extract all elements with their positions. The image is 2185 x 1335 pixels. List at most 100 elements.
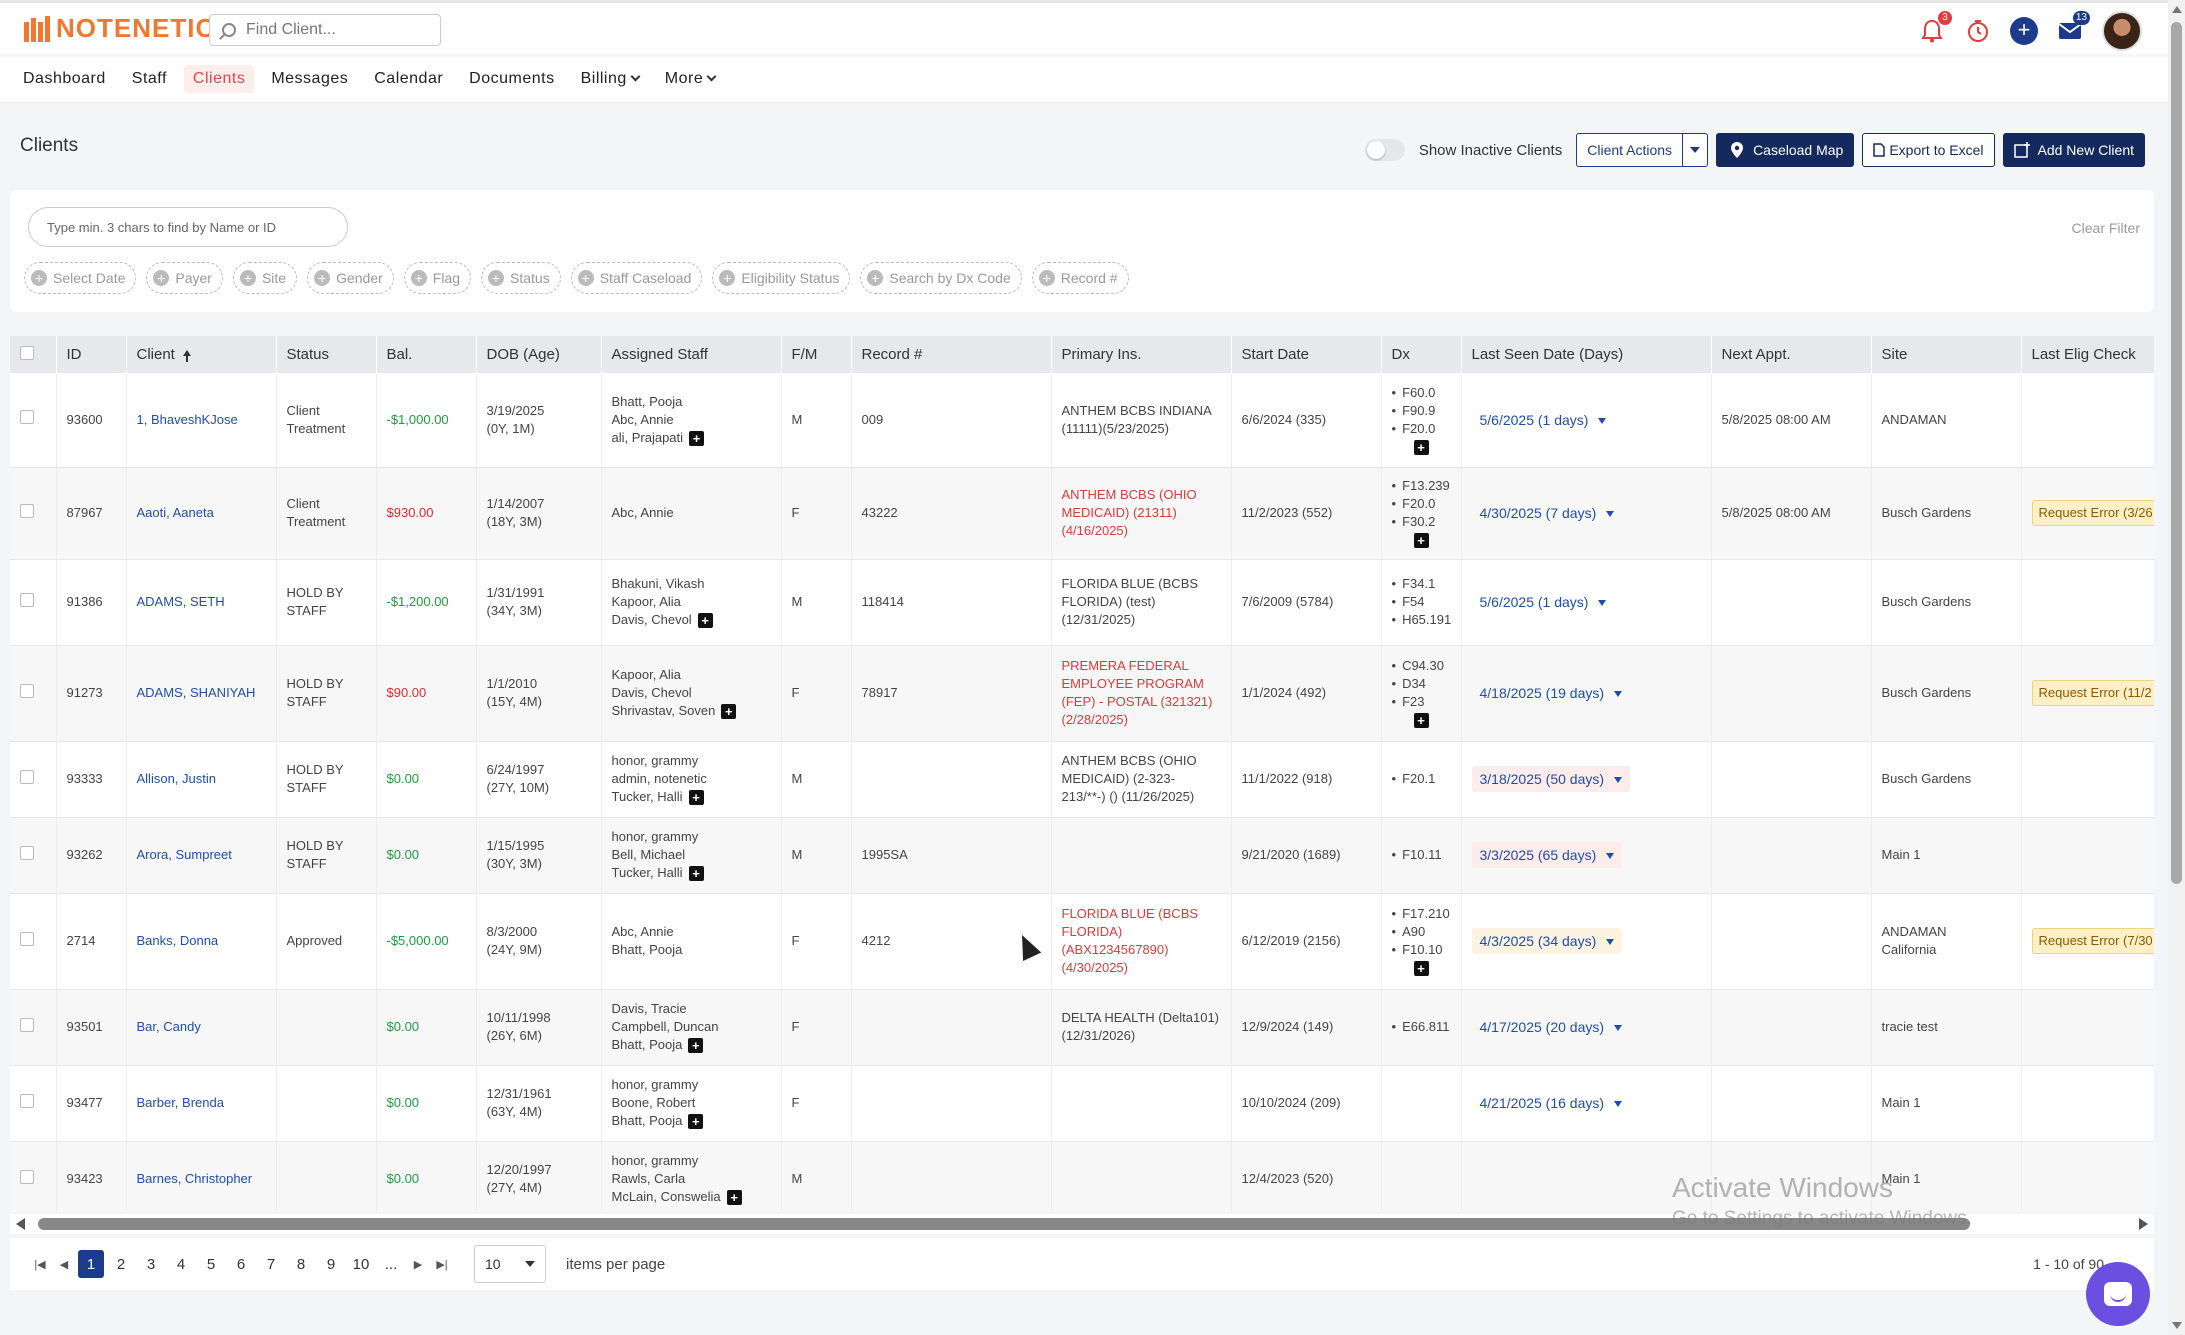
last-seen-dropdown[interactable]: 4/3/2025 (34 days) <box>1471 928 1623 954</box>
table-row[interactable]: 91386 ADAMS, SETH HOLD BY STAFF -$1,200.00 1/… <box>10 559 2154 646</box>
show-inactive-toggle[interactable] <box>1364 139 1405 161</box>
more-dx-icon[interactable]: + <box>1413 533 1429 549</box>
vertical-scroll-thumb[interactable] <box>2171 22 2182 884</box>
bell-icon[interactable]: 3 <box>1918 11 1952 45</box>
client-name-link[interactable]: Arora, Sumpreet <box>136 847 232 862</box>
scroll-right-icon[interactable] <box>2139 1218 2148 1230</box>
table-row[interactable]: 91273 ADAMS, SHANIYAH HOLD BY STAFF $90.00 1/… <box>10 645 2154 742</box>
filter-chip-status[interactable]: + Status <box>481 262 561 294</box>
page-1[interactable]: 1 <box>78 1250 104 1278</box>
col-gender[interactable]: F/M <box>781 336 852 373</box>
more-dx-icon[interactable]: + <box>1413 961 1429 977</box>
mail-icon[interactable]: 13 <box>2056 11 2090 45</box>
row-checkbox[interactable] <box>20 1093 34 1108</box>
row-select-cell[interactable] <box>10 467 57 560</box>
filter-chip-record[interactable]: + Record # <box>1031 262 1129 294</box>
col-record[interactable]: Record # <box>851 336 1052 373</box>
nav-billing[interactable]: Billing <box>572 65 648 93</box>
more-staff-icon[interactable]: + <box>688 1114 704 1130</box>
row-checkbox[interactable] <box>20 410 34 425</box>
filter-chip-eligibility-status[interactable]: + Eligibility Status <box>712 262 851 294</box>
row-select-cell[interactable] <box>10 741 57 818</box>
page-2[interactable]: 2 <box>116 1255 126 1273</box>
row-select-cell[interactable] <box>10 559 57 646</box>
table-row[interactable]: 93477 Barber, Brenda $0.00 12/31/1961 (63Y, … <box>10 1065 2154 1142</box>
caseload-map-button[interactable]: Caseload Map <box>1716 133 1855 167</box>
page-4[interactable]: 4 <box>176 1255 186 1273</box>
nav-more[interactable]: More <box>656 65 724 93</box>
table-row[interactable]: 93262 Arora, Sumpreet HOLD BY STAFF $0.00 1/1… <box>10 817 2154 894</box>
row-checkbox[interactable] <box>20 845 34 860</box>
client-name-link[interactable]: Aaoti, Aaneta <box>136 505 214 520</box>
scroll-down-icon[interactable] <box>2172 1322 2182 1329</box>
page-7[interactable]: 7 <box>266 1255 276 1273</box>
table-row[interactable]: 93423 Barnes, Christopher $0.00 12/20/1997 (… <box>10 1141 2154 1212</box>
export-excel-button[interactable]: Export to Excel <box>1862 133 1995 167</box>
nav-dashboard[interactable]: Dashboard <box>23 70 106 87</box>
add-circle-icon[interactable]: + <box>2010 17 2038 45</box>
col-dob[interactable]: DOB (Age) <box>476 336 602 373</box>
col-last-seen[interactable]: Last Seen Date (Days) <box>1461 336 1712 373</box>
per-page-select[interactable]: 10 <box>474 1245 546 1283</box>
next-page-icon[interactable]: ▶ <box>413 1258 423 1271</box>
row-select-cell[interactable] <box>10 817 57 894</box>
caret-down-icon[interactable] <box>1683 147 1707 153</box>
last-page-icon[interactable]: ▶| <box>436 1258 448 1271</box>
avatar[interactable] <box>2102 11 2142 51</box>
prev-page-icon[interactable]: ◀ <box>59 1258 69 1271</box>
row-select-cell[interactable] <box>10 893 57 990</box>
eligibility-error-badge[interactable]: Request Error (11/2 <box>2031 680 2154 706</box>
row-checkbox[interactable] <box>20 592 34 607</box>
filter-chip-staff-caseload[interactable]: + Staff Caseload <box>570 262 703 294</box>
row-checkbox[interactable] <box>20 1169 34 1184</box>
filter-chip-dx-code[interactable]: + Search by Dx Code <box>860 262 1022 294</box>
more-staff-icon[interactable]: + <box>688 866 704 882</box>
client-name-link[interactable]: Barnes, Christopher <box>136 1171 253 1186</box>
last-seen-dropdown[interactable]: 4/17/2025 (20 days) <box>1472 1014 1631 1040</box>
eligibility-error-badge[interactable]: Request Error (3/26 <box>2031 500 2154 526</box>
row-select-cell[interactable] <box>10 1065 57 1142</box>
client-name-link[interactable]: Banks, Donna <box>136 933 219 948</box>
col-start-date[interactable]: Start Date <box>1231 336 1382 373</box>
nav-staff[interactable]: Staff <box>131 70 167 87</box>
filter-chip-gender[interactable]: + Gender <box>307 262 394 294</box>
filter-chip-payer[interactable]: + Payer <box>146 262 223 294</box>
filter-chip-flag[interactable]: + Flag <box>403 262 472 294</box>
find-client-input[interactable]: Find Client... <box>209 14 441 46</box>
col-next-appt[interactable]: Next Appt. <box>1711 336 1872 373</box>
nav-documents[interactable]: Documents <box>469 70 555 87</box>
last-seen-dropdown[interactable]: 3/18/2025 (50 days) <box>1471 766 1631 792</box>
client-name-link[interactable]: Barber, Brenda <box>136 1095 224 1110</box>
filter-chip-select-date[interactable]: + Select Date <box>24 262 137 294</box>
page-ellipsis[interactable]: ... <box>384 1255 398 1273</box>
filter-chip-site[interactable]: + Site <box>232 262 298 294</box>
col-dx[interactable]: Dx <box>1381 336 1462 373</box>
eligibility-error-badge[interactable]: Request Error (7/30 <box>2031 928 2154 954</box>
more-staff-icon[interactable]: + <box>688 1038 704 1054</box>
page-5[interactable]: 5 <box>206 1255 216 1273</box>
table-row[interactable]: 93600 1, BhaveshKJose Client Treatment -$1,0… <box>10 373 2154 468</box>
first-page-icon[interactable]: |◀ <box>34 1258 46 1271</box>
client-name-link[interactable]: 1, BhaveshKJose <box>136 411 238 427</box>
row-select-cell[interactable] <box>10 373 57 468</box>
nav-calendar[interactable]: Calendar <box>374 70 444 87</box>
col-client[interactable]: Client <box>126 336 277 373</box>
logo[interactable]: NOTENETIC <box>22 13 215 44</box>
client-actions-button[interactable]: Client Actions <box>1576 133 1709 167</box>
row-checkbox[interactable] <box>20 503 34 518</box>
row-select-cell[interactable] <box>10 989 57 1066</box>
col-status[interactable]: Status <box>276 336 377 373</box>
client-search-input[interactable]: Type min. 3 chars to find by Name or ID <box>28 207 348 247</box>
select-all-header[interactable] <box>10 336 57 373</box>
col-balance[interactable]: Bal. <box>376 336 477 373</box>
chat-button[interactable] <box>2086 1262 2150 1326</box>
horizontal-scrollbar[interactable] <box>10 1214 2154 1234</box>
table-row[interactable]: 93333 Allison, Justin HOLD BY STAFF $0.00 6/2… <box>10 741 2154 818</box>
client-name-link[interactable]: ADAMS, SETH <box>136 594 225 609</box>
last-seen-dropdown[interactable]: 4/18/2025 (19 days) <box>1472 680 1631 706</box>
col-site[interactable]: Site <box>1871 336 2022 373</box>
row-select-cell[interactable] <box>10 645 57 742</box>
col-assigned-staff[interactable]: Assigned Staff <box>601 336 782 373</box>
row-checkbox[interactable] <box>20 931 34 946</box>
more-staff-icon[interactable]: + <box>726 1190 742 1206</box>
